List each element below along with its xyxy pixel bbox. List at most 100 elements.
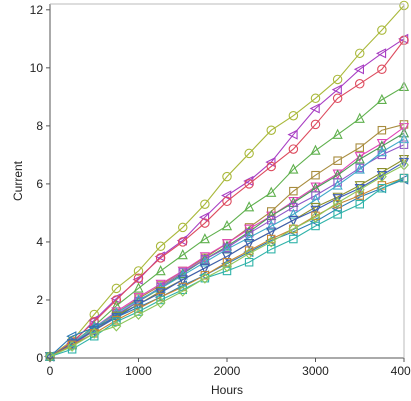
triangle-up-marker [376,93,387,105]
diamond-marker [376,171,387,183]
triangle-up-marker [354,163,365,174]
circle-marker [222,196,232,207]
triangle-up-marker [244,201,255,212]
y-tick-label: 2 [36,293,43,307]
triangle-up-marker [376,146,387,157]
series-11 [44,157,410,363]
square-marker [289,234,298,244]
diamond-marker [354,184,365,196]
triangle-up-marker [266,209,277,221]
triangle-up-marker [244,225,255,237]
triangle-down-marker [354,152,365,163]
triangle-up-marker [177,269,188,280]
circle-marker [288,144,299,154]
triangle-up-marker [332,128,343,139]
circle-marker [200,199,210,209]
series-15 [45,159,409,363]
circle-marker [266,125,276,135]
circle-marker [133,273,144,283]
square-marker [355,143,364,152]
y-tick-label: 8 [36,119,43,133]
triangle-down-marker [376,168,387,179]
square-marker [134,307,143,316]
circle-marker [332,93,343,104]
circle-marker [244,148,254,159]
triangle-left-marker [331,84,342,95]
series-line [49,161,405,358]
triangle-up-marker [376,140,387,151]
triangle-up-marker [310,144,321,155]
triangle-left-marker [66,331,77,342]
series-layer [44,0,410,363]
square-marker [333,156,342,165]
triangle-left-marker [265,157,276,168]
diamond-marker [177,285,188,297]
y-tick-label: 0 [36,351,43,365]
circle-marker [377,64,387,75]
triangle-down-marker [288,215,299,227]
triangle-up-marker [354,153,365,164]
square-marker [266,244,276,254]
triangle-up-marker [221,220,233,231]
triangle-down-marker [177,275,188,286]
x-tick-label: 3000 [302,364,329,378]
diamond-marker [266,236,277,248]
x-tick-label: 2000 [214,364,241,378]
series-line [49,144,405,358]
square-marker [156,295,165,305]
triangle-up-marker [354,112,365,123]
diamond-marker [111,320,122,332]
triangle-down-marker [310,205,321,216]
y-tick-label: 12 [30,3,44,17]
triangle-down-marker [199,252,210,263]
y-axis-title: Current [11,160,25,201]
circle-marker [377,25,387,35]
triangle-down-marker [332,194,343,205]
diamond-marker [199,272,210,284]
circle-marker [200,218,210,228]
circle-marker [310,119,321,130]
circle-marker [266,161,276,172]
square-marker [266,215,276,225]
circle-marker [354,48,365,59]
circle-marker [354,79,365,89]
series-line [49,39,405,358]
circle-marker [310,93,321,104]
y-tick-label: 4 [36,235,43,249]
series-line [49,164,405,358]
triangle-up-marker [199,256,210,267]
circle-marker [244,179,254,189]
series-line [49,5,405,357]
circle-marker [178,222,188,233]
square-marker [377,184,387,193]
diamond-marker [310,211,321,223]
square-marker [200,255,210,264]
square-marker [67,345,77,354]
square-marker [90,331,99,341]
circle-marker [155,241,166,252]
circle-marker [111,295,122,305]
triangle-down-marker [354,181,365,192]
triangle-up-marker [266,186,277,197]
triangle-down-marker [376,139,387,150]
square-marker [377,125,387,135]
triangle-left-marker [375,48,387,59]
triangle-left-marker [287,129,298,140]
triangle-up-marker [133,282,144,293]
triangle-down-marker [266,227,277,238]
diamond-marker [155,297,166,309]
triangle-down-marker [155,279,166,290]
diamond-marker [332,197,343,209]
triangle-left-marker [353,64,365,75]
x-tick-label: 0 [47,364,54,378]
square-marker [244,228,254,238]
triangle-up-marker [199,233,210,244]
triangle-up-marker [155,265,166,276]
triangle-up-marker [133,294,144,305]
square-marker [266,234,276,244]
triangle-up-marker [288,163,299,174]
triangle-left-marker [309,103,320,114]
square-marker [355,199,364,209]
